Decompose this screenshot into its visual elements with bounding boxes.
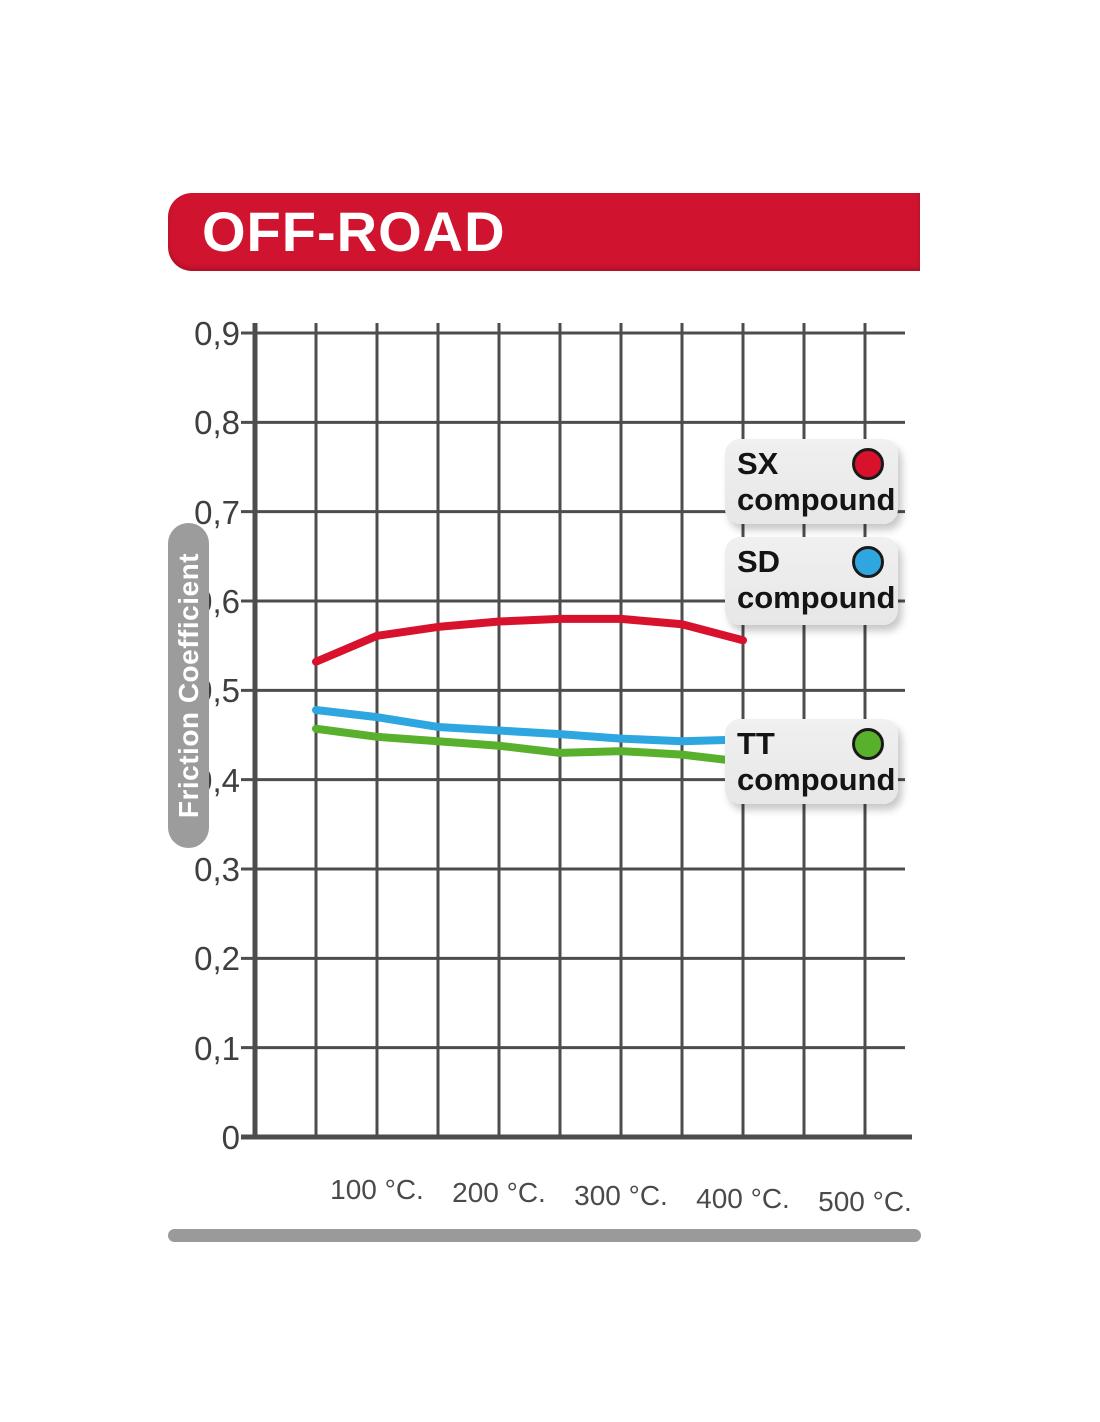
y-tick-label: 0,2 [194,940,240,978]
sd-dot-icon [852,546,884,578]
tt-dot-icon [852,728,884,760]
page-title: OFF-ROAD [202,200,506,263]
offroad-banner: OFF-ROAD [168,193,920,271]
legend-sx-compound: SX compound [725,439,898,524]
x-tick-label: 200 °C. [452,1177,546,1208]
legend-tt-word: compound [737,762,896,797]
y-axis-title: Friction Coefficient [172,552,204,819]
x-tick-label: 100 °C. [330,1174,424,1205]
y-axis-title-bar: Friction Coefficient [168,523,209,848]
legend-tt-compound: TT compound [725,719,898,804]
x-tick-label: 400 °C. [696,1183,790,1214]
curve-sx [312,614,747,666]
curve-sd [312,705,747,746]
y-tick-label: 0,7 [194,493,240,531]
legend-sd-code: SD [737,544,781,579]
legend-sd-word: compound [737,580,896,615]
x-tick-label: 500 °C. [818,1186,912,1217]
y-tick-label: 0,1 [194,1029,240,1067]
y-tick-label: 0,9 [194,315,240,352]
footer-divider [168,1229,921,1242]
legend-sx-code: SX [737,446,779,481]
y-tick-label: 0,3 [194,851,240,888]
legend-tt-code: TT [737,726,775,761]
y-tick-label: 0,8 [194,404,240,442]
y-tick-label: 0 [221,1119,240,1156]
legend-sx-word: compound [737,482,896,517]
x-tick-label: 300 °C. [574,1180,668,1211]
curve-tt [312,724,747,766]
sx-dot-icon [852,448,884,480]
legend-sd-compound: SD compound [725,537,898,625]
